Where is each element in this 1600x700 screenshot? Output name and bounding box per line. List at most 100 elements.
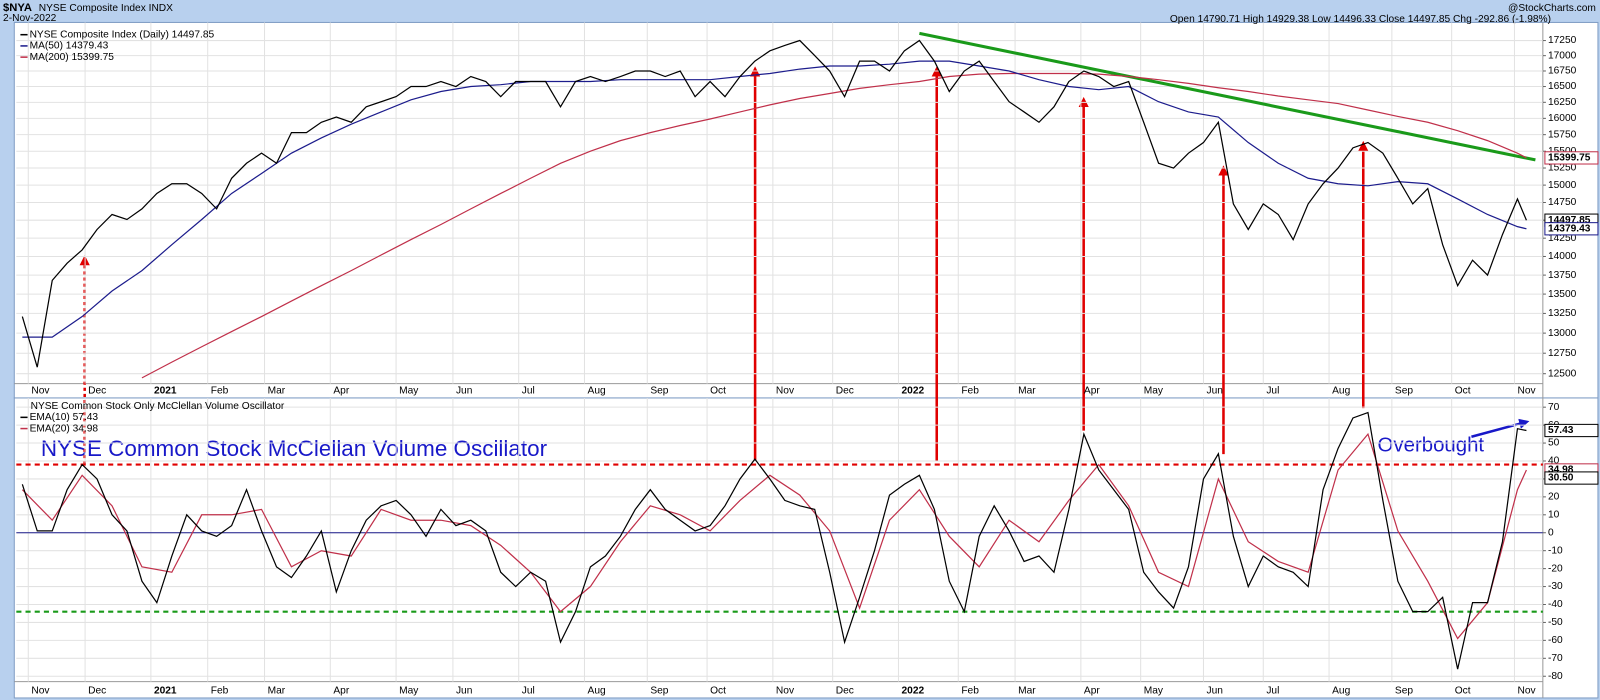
x-tick-label: Sep [1395,686,1413,697]
y-tick-label: -30 [1548,581,1563,592]
x-tick-label: May [399,386,419,397]
x-tick-label: Jun [456,686,472,697]
y-tick-label: 20 [1548,492,1560,503]
x-tick-label: Oct [1455,386,1471,397]
x-tick-label: Jul [522,386,535,397]
y-tick-label: -60 [1548,635,1563,646]
y-tick-label: 16250 [1548,97,1577,108]
y-tick-label: -50 [1548,617,1563,628]
x-tick-label: Sep [650,686,668,697]
x-tick-label: 2022 [902,686,925,697]
x-tick-label: Apr [333,686,349,697]
x-tick-label: Nov [776,686,795,697]
y-tick-label: 13250 [1548,308,1577,319]
x-tick-label: Aug [588,686,606,697]
last-value-label: 57.43 [1548,425,1574,436]
x-tick-label: Feb [211,686,229,697]
arrows [79,66,1369,465]
y-tick-label: 16500 [1548,81,1577,92]
x-tick-label: Apr [333,386,349,397]
y-tick-label: 13750 [1548,270,1577,281]
x-tick-label: Jun [456,386,472,397]
x-tick-label: 2021 [154,386,177,397]
x-tick-label: Oct [710,386,726,397]
x-tick-label: May [399,686,419,697]
y-tick-label: 0 [1548,527,1554,538]
series-line [141,72,1527,379]
x-tick-label: Nov [31,686,50,697]
x-tick-label: Jul [1266,686,1279,697]
x-tick-label: Mar [1018,686,1036,697]
y-tick-label: 12750 [1548,348,1577,359]
x-tick-label: Dec [836,686,854,697]
x-tick-label: Sep [1395,386,1413,397]
last-value-box [1544,151,1599,165]
legend-label: MA(50) 14379.43 [30,41,109,52]
y-tick-label: -10 [1548,545,1563,556]
annotation: NYSE Common Stock McClellan Volume Oscil… [41,436,548,461]
last-value-label: 14497.85 [1548,215,1591,226]
x-tick-label: Nov [1518,386,1537,397]
x-tick-label: Nov [776,386,795,397]
marker-label: 30.50 [1548,473,1574,484]
y-tick-label: 50 [1548,438,1560,449]
legend-label: EMA(20) 34.98 [30,423,99,434]
x-tick-label: Oct [710,686,726,697]
y-tick-label: 14750 [1548,197,1577,208]
x-tick-label: Aug [1332,686,1350,697]
x-tick-label: Aug [1332,386,1350,397]
y-tick-label: 13500 [1548,289,1577,300]
y-tick-label: 16750 [1548,66,1577,77]
x-tick-label: Dec [88,686,106,697]
y-tick-label: 17250 [1548,35,1577,46]
series-line [21,39,1527,368]
series-line [21,432,1527,640]
x-tick-label: Jul [1266,386,1279,397]
quote: Open 14790.71 High 14929.38 Low 14496.33… [1170,14,1551,25]
x-tick-label: Mar [268,686,286,697]
last-value-label: 15399.75 [1548,153,1591,164]
y-tick-label: 16000 [1548,113,1577,124]
y-tick-label: 40 [1548,456,1560,467]
x-tick-label: Nov [31,386,50,397]
trend-line [919,31,1536,162]
x-tick-label: Apr [1084,686,1100,697]
legend-label: MA(200) 15399.75 [30,52,115,63]
series-line [21,411,1527,670]
y-tick-label: 70 [1548,402,1560,413]
annotation: Overbought [1378,434,1485,456]
y-tick-label: -70 [1548,653,1563,664]
last-value-box [1544,222,1599,236]
x-tick-label: Jul [522,686,535,697]
y-tick-label: 10 [1548,509,1560,520]
y-tick-label: 14000 [1548,251,1577,262]
oscillator-panel [13,397,1599,699]
y-tick-label: 17000 [1548,50,1577,61]
y-tick-label: 15000 [1548,180,1577,191]
ticker: $NYA [3,2,32,14]
marker-box [1544,471,1599,485]
x-tick-label: Feb [211,386,229,397]
x-tick-label: May [1144,686,1164,697]
last-value-box [1544,423,1599,438]
x-tick-label: Jun [1207,386,1223,397]
x-tick-label: Oct [1455,686,1471,697]
source: @StockCharts.com [1508,3,1596,14]
x-tick-label: 2021 [154,686,177,697]
y-tick-label: -20 [1548,563,1563,574]
y-tick-label: 14250 [1548,233,1577,244]
y-tick-label: -80 [1548,671,1563,682]
x-tick-label: Feb [961,686,979,697]
legend-label: EMA(10) 57.43 [30,412,99,423]
header-title: NYSE Composite Index INDX [39,3,173,14]
x-tick-label: Dec [88,386,106,397]
y-tick-label: 15250 [1548,163,1577,174]
y-tick-label: 12500 [1548,368,1577,379]
x-tick-label: Mar [1018,386,1036,397]
x-tick-label: Mar [268,386,286,397]
y-tick-label: -40 [1548,599,1563,610]
plots: Nov Dec 2021 Feb Mar Apr May Jun Jul Aug Sep Oct Nov… [16,22,1599,697]
x-tick-label: 2022 [902,386,925,397]
y-tick-label: 13000 [1548,328,1577,339]
header-date: 2-Nov-2022 [3,13,57,24]
